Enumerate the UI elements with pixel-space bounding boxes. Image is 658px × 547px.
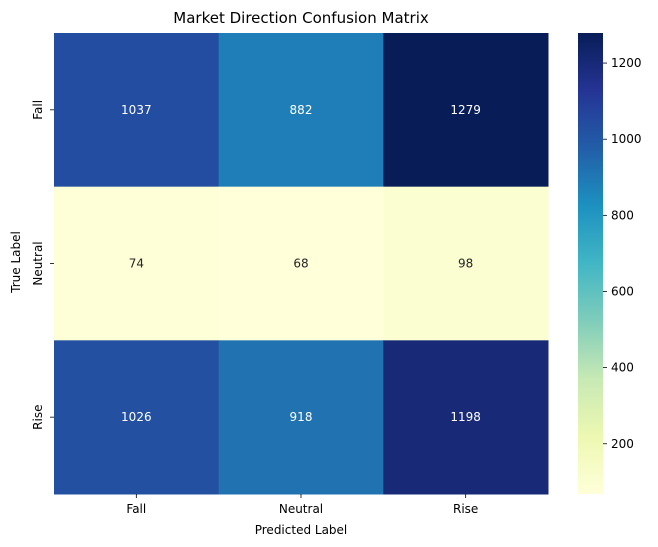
colorbar <box>578 33 603 494</box>
heatmap-cell-value: 74 <box>129 257 144 271</box>
heatmap-cells <box>54 33 549 495</box>
heatmap-cell <box>218 186 384 341</box>
heatmap-cell-value: 882 <box>290 103 313 117</box>
heatmap-cell <box>54 340 220 495</box>
chart-title: Market Direction Confusion Matrix <box>173 9 429 27</box>
heatmap-cell <box>383 33 549 188</box>
x-axis-label: Predicted Label <box>255 523 348 537</box>
heatmap-cell-value: 1026 <box>121 410 152 424</box>
heatmap-cell-value: 918 <box>290 410 313 424</box>
y-tick-label: Rise <box>31 405 45 430</box>
x-tick-label: Neutral <box>279 502 323 516</box>
y-axis-ticks: Fall Neutral Rise <box>31 100 54 430</box>
heatmap-cell <box>383 186 549 341</box>
heatmap-cell <box>54 33 220 188</box>
heatmap-cell <box>218 340 384 495</box>
colorbar-tick-label: 600 <box>611 284 634 298</box>
colorbar-tick-label: 1000 <box>611 132 642 146</box>
x-axis-ticks: Fall Neutral Rise <box>126 494 478 516</box>
heatmap-cell <box>383 340 549 495</box>
colorbar-tick-label: 200 <box>611 437 634 451</box>
colorbar-tick-label: 400 <box>611 361 634 375</box>
heatmap-cell-labels: 1037 882 1279 74 68 98 1026 918 1198 <box>121 103 481 424</box>
y-tick-label: Fall <box>31 100 45 120</box>
heatmap-cell-value: 1279 <box>450 103 481 117</box>
colorbar-ticks: 200 400 600 800 1000 1200 <box>603 56 642 451</box>
colorbar-tick-label: 1200 <box>611 56 642 70</box>
heatmap-cell-value: 1037 <box>121 103 152 117</box>
heatmap-cell <box>54 186 220 341</box>
heatmap-cell-value: 68 <box>293 257 308 271</box>
heatmap-cell <box>218 33 384 188</box>
y-axis-label: True Label <box>9 231 23 294</box>
x-tick-label: Fall <box>126 502 146 516</box>
heatmap-cell-value: 98 <box>458 257 473 271</box>
colorbar-tick-label: 800 <box>611 208 634 222</box>
heatmap-cell-value: 1198 <box>450 410 481 424</box>
x-tick-label: Rise <box>453 502 478 516</box>
y-tick-label: Neutral <box>31 241 45 285</box>
